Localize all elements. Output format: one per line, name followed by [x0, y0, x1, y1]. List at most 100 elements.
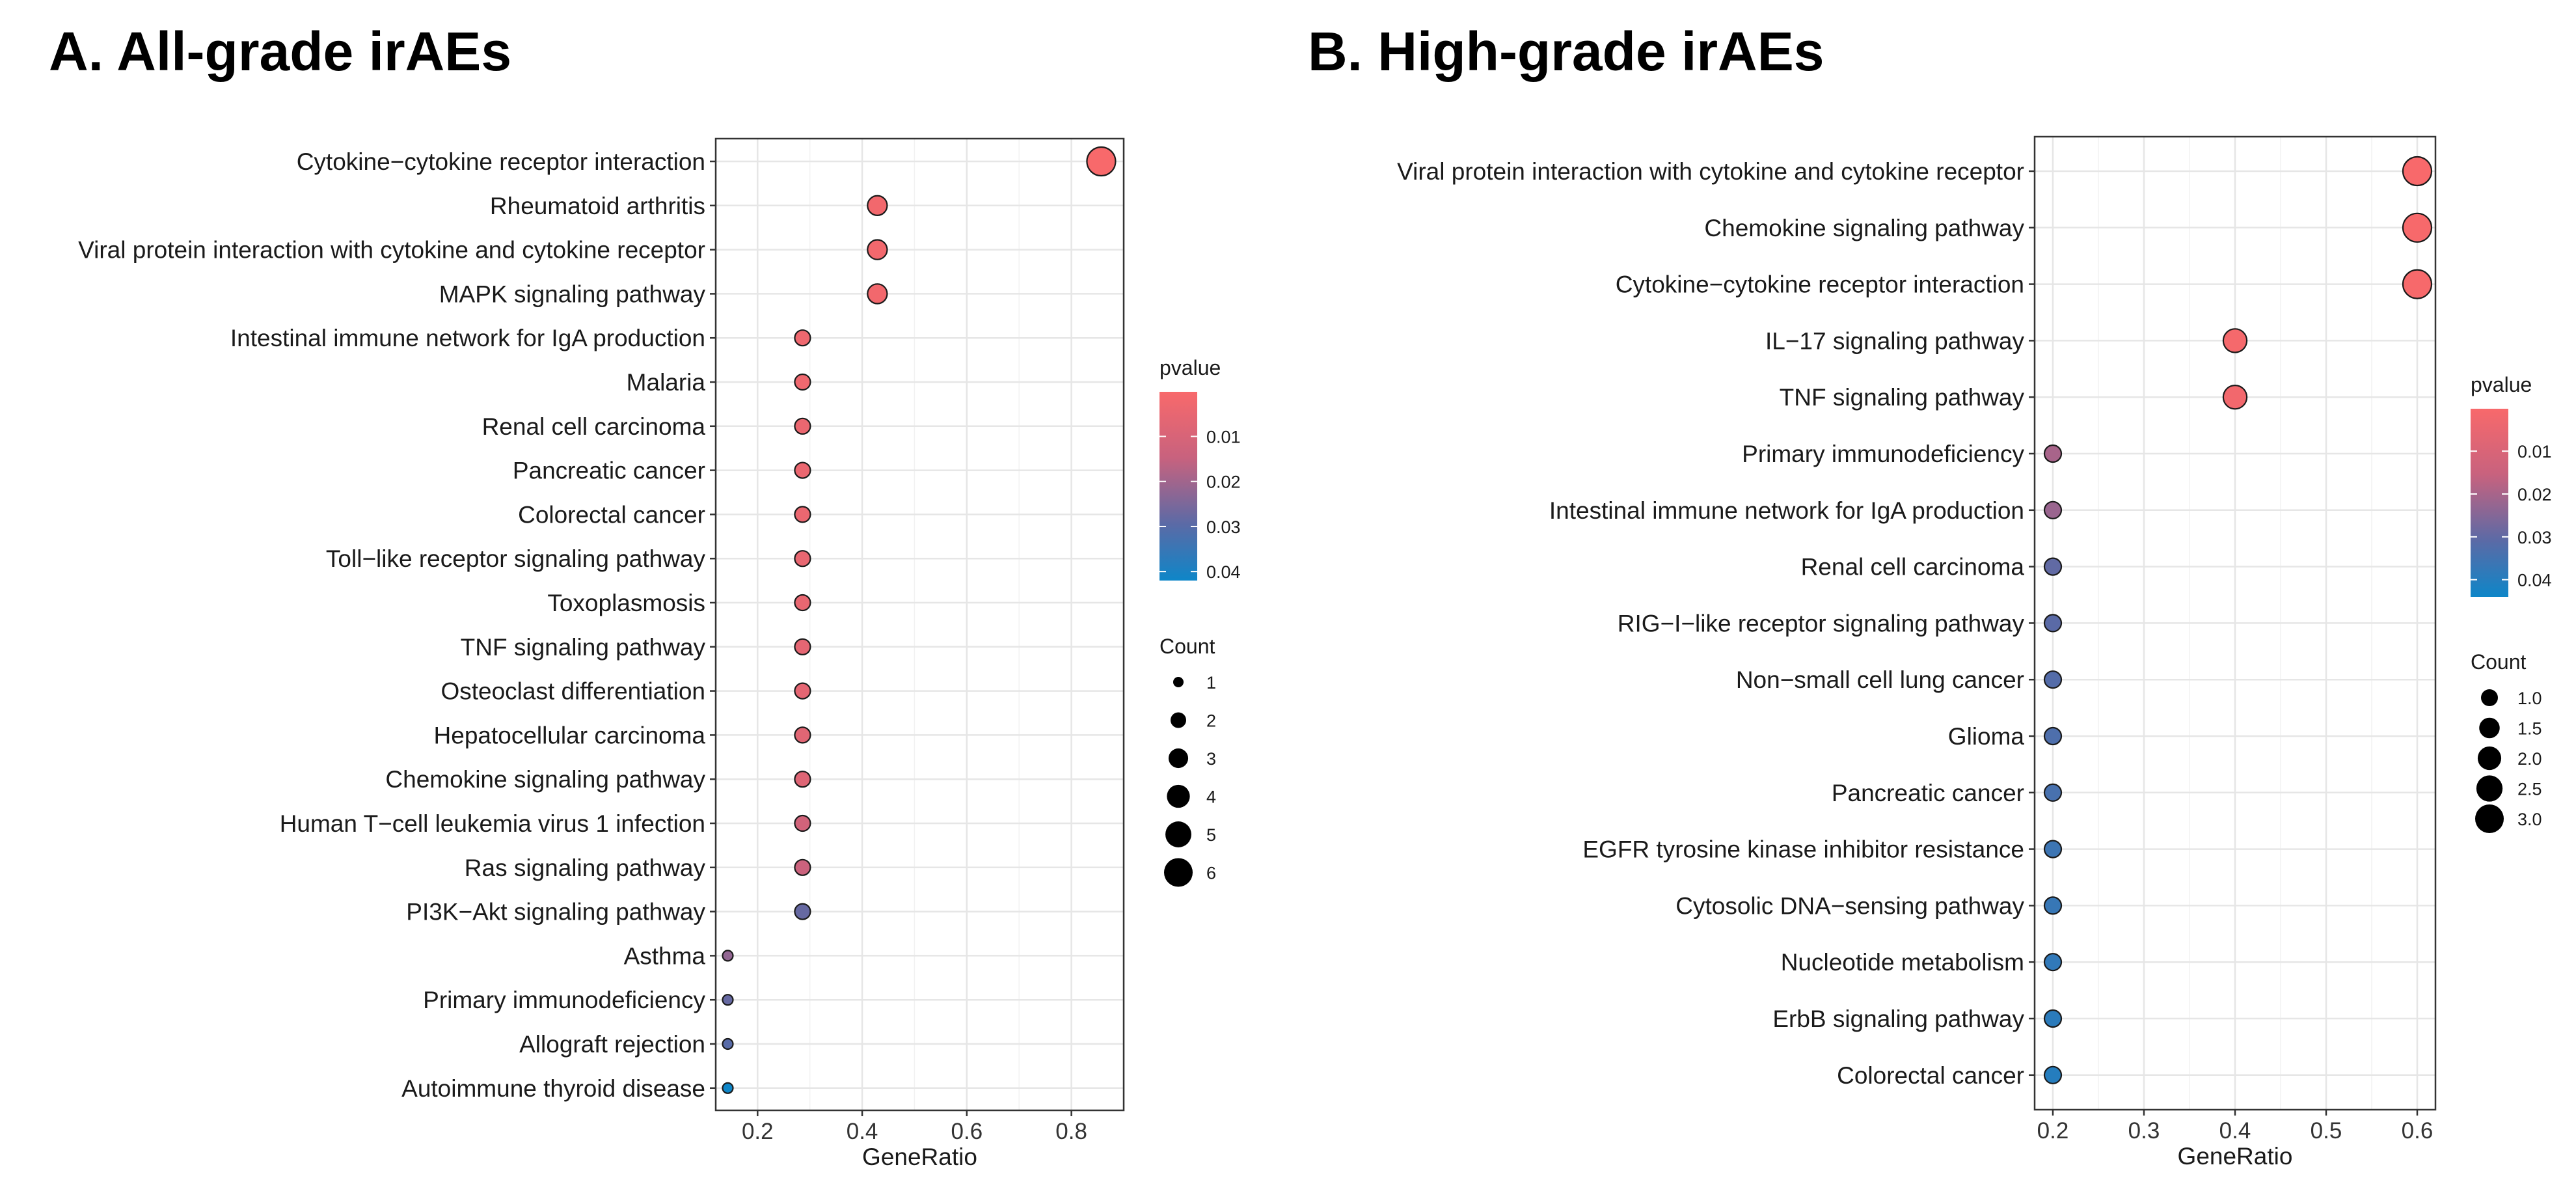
size-legend-key: [1170, 712, 1187, 728]
data-point: [794, 903, 811, 920]
x-tick-label: 0.6: [2402, 1118, 2434, 1144]
x-axis-label: GeneRatio: [2178, 1143, 2293, 1170]
color-legend-label: 0.02: [2517, 485, 2552, 504]
size-legend-label: 2: [1206, 711, 1216, 731]
y-tick-label: TNF signaling pathway: [1780, 384, 2025, 411]
y-tick-label: Colorectal cancer: [1837, 1062, 2024, 1089]
y-tick-label: Primary immunodeficiency: [423, 987, 705, 1013]
y-tick-label: Nucleotide metabolism: [1781, 949, 2024, 976]
y-tick-label: Osteoclast differentiation: [441, 678, 705, 705]
y-tick-label: Pancreatic cancer: [513, 458, 705, 484]
data-point: [2043, 726, 2063, 746]
size-legend-label: 5: [1206, 825, 1216, 845]
color-legend-title: pvalue: [2471, 373, 2532, 396]
size-legend-label: 4: [1206, 788, 1216, 807]
y-tick-label: PI3K−Akt signaling pathway: [406, 899, 705, 926]
data-point: [2222, 385, 2248, 410]
color-legend-label: 0.01: [1206, 428, 1241, 447]
x-tick-label: 0.4: [847, 1119, 878, 1144]
data-point: [794, 329, 811, 347]
data-point: [867, 283, 888, 305]
y-tick-label: Rheumatoid arthritis: [490, 193, 705, 219]
y-tick-label: Asthma: [624, 942, 706, 969]
y-tick-label: IL−17 signaling pathway: [1765, 327, 2025, 354]
panel-title: A. All-grade irAEs: [49, 21, 511, 82]
data-point: [2043, 670, 2063, 689]
data-point: [794, 771, 811, 788]
data-point: [794, 726, 811, 744]
size-legend-label: 1.5: [2517, 719, 2542, 739]
color-legend-label: 0.04: [1206, 562, 1241, 582]
data-point: [2043, 1009, 2063, 1028]
x-tick-label: 0.2: [742, 1119, 774, 1144]
data-point: [722, 1082, 734, 1094]
y-tick-label: Intestinal immune network for IgA produc…: [230, 325, 705, 351]
y-tick-label: Chemokine signaling pathway: [385, 766, 705, 793]
y-tick-label: Cytokine−cytokine receptor interaction: [297, 148, 705, 175]
size-legend-key: [2476, 775, 2503, 802]
data-point: [2043, 501, 2063, 519]
data-point: [794, 506, 811, 523]
color-legend-label: 0.03: [2517, 528, 2552, 547]
data-point: [794, 417, 811, 435]
data-point: [867, 239, 888, 260]
plot-border: [714, 137, 1125, 1112]
size-legend-label: 2.0: [2517, 749, 2542, 769]
x-tick-label: 0.2: [2037, 1118, 2069, 1144]
y-tick-label: Non−small cell lung cancer: [1736, 666, 2024, 693]
y-tick-label: Viral protein interaction with cytokine …: [78, 237, 705, 264]
x-axis-label: GeneRatio: [862, 1144, 977, 1170]
y-tick-label: Primary immunodeficiency: [1742, 441, 2024, 467]
color-legend-label: 0.01: [2517, 442, 2552, 461]
y-tick-label: Toxoplasmosis: [547, 590, 705, 616]
data-point: [722, 1037, 734, 1050]
y-tick-label: Malaria: [627, 369, 706, 396]
data-point: [722, 994, 734, 1006]
y-tick-label: ErbB signaling pathway: [1772, 1006, 2024, 1032]
y-tick-label: Cytosolic DNA−sensing pathway: [1675, 892, 2024, 919]
size-legend-label: 6: [1206, 864, 1216, 883]
y-tick-label: Colorectal cancer: [518, 501, 705, 528]
size-legend-label: 3.0: [2517, 810, 2542, 829]
data-point: [794, 638, 811, 655]
y-tick-label: Pancreatic cancer: [1832, 780, 2024, 806]
size-legend-label: 1.0: [2517, 689, 2542, 708]
size-legend-key: [2475, 804, 2504, 833]
data-point: [2043, 896, 2063, 915]
x-tick-label: 0.6: [951, 1119, 983, 1144]
size-legend-key: [1165, 821, 1191, 847]
y-tick-label: Renal cell carcinoma: [1801, 554, 2025, 581]
plot-background: [716, 139, 1124, 1110]
size-legend-title: Count: [1159, 635, 1215, 658]
size-legend-label: 3: [1206, 749, 1216, 769]
y-tick-label: Intestinal immune network for IgA produc…: [1549, 497, 2024, 524]
size-legend-key: [1173, 677, 1184, 687]
y-tick-label: Hepatocellular carcinoma: [434, 722, 706, 748]
data-point: [794, 682, 811, 700]
data-point: [794, 461, 811, 479]
size-legend-key: [1167, 784, 1190, 808]
data-point: [2043, 840, 2063, 858]
color-legend-label: 0.02: [1206, 473, 1241, 492]
size-legend-key: [2481, 689, 2498, 706]
panel-title: B. High-grade irAEs: [1308, 21, 1824, 82]
x-tick-label: 0.3: [2128, 1118, 2160, 1144]
size-legend-key: [1168, 748, 1189, 769]
data-point: [2402, 269, 2433, 299]
data-point: [2043, 557, 2063, 576]
y-tick-label: Autoimmune thyroid disease: [401, 1075, 705, 1102]
data-point: [2043, 444, 2063, 463]
x-tick-label: 0.5: [2311, 1118, 2342, 1144]
size-legend-label: 1: [1206, 673, 1216, 692]
color-legend-label: 0.04: [2517, 571, 2552, 590]
y-tick-label: EGFR tyrosine kinase inhibitor resistanc…: [1582, 836, 2024, 863]
data-point: [2402, 156, 2433, 187]
data-point: [722, 950, 734, 962]
size-legend-title: Count: [2471, 650, 2527, 674]
panel-b: B. High-grade irAEs Viral protein interac…: [1308, 21, 2552, 1170]
data-point: [2043, 614, 2063, 633]
y-tick-label: Chemokine signaling pathway: [1704, 215, 2024, 241]
x-tick-label: 0.8: [1055, 1119, 1087, 1144]
size-legend-key: [1164, 858, 1193, 887]
data-point: [2043, 953, 2063, 972]
